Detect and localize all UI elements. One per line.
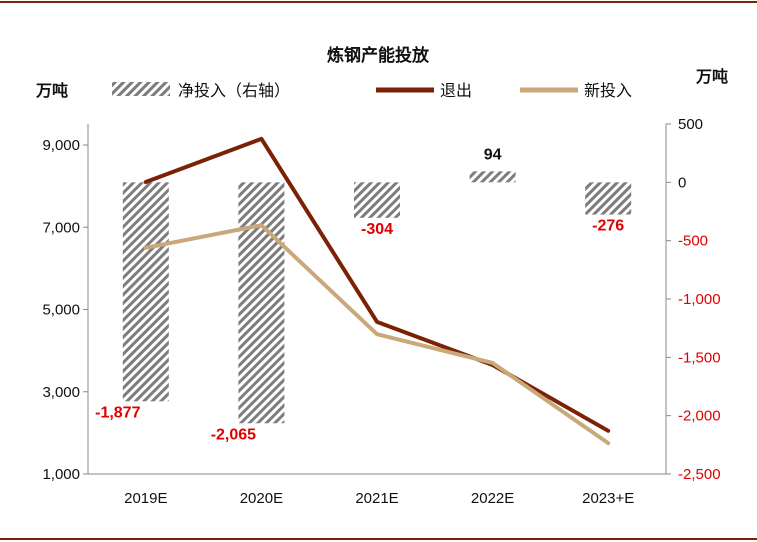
right-axis-ticks: 500 0 -500 -1,000 -1,500 -2,000 -2,500: [666, 116, 721, 483]
bar-data-label: -304: [361, 221, 393, 238]
x-axis-ticks: 2019E 2020E 2021E 2022E 2023+E: [124, 490, 634, 507]
left-axis-unit: 万吨: [35, 81, 68, 100]
x-tick-label: 2022E: [471, 490, 514, 507]
left-tick-label: 9,000: [42, 137, 80, 154]
legend: 净投入（右轴） 退出 新投入: [112, 81, 632, 100]
bar-data-label: -276: [592, 218, 624, 235]
x-tick-label: 2021E: [355, 490, 398, 507]
left-tick-label: 7,000: [42, 219, 80, 236]
bar-data-label: 94: [484, 146, 502, 163]
x-tick-label: 2023+E: [582, 490, 634, 507]
legend-label-new: 新投入: [584, 81, 632, 100]
left-tick-label: 1,000: [42, 466, 80, 483]
right-tick-label: -2,500: [678, 466, 721, 483]
bar-data-labels: -1,877 -2,065 -304 94 -276: [95, 146, 624, 443]
exit-line: [143, 136, 611, 433]
net-bars: [122, 171, 632, 424]
net-bar: [469, 171, 516, 183]
bar-data-label: -2,065: [211, 426, 256, 443]
legend-label-net: 净投入（右轴）: [178, 81, 290, 100]
legend-label-exit: 退出: [440, 81, 472, 100]
bar-data-label: -1,877: [95, 404, 140, 421]
right-tick-label: -500: [678, 233, 708, 250]
right-tick-label: 500: [678, 116, 703, 133]
net-bar: [122, 182, 169, 402]
left-axis-ticks: 9,000 7,000 5,000 3,000 1,000: [42, 137, 88, 483]
right-tick-label: -2,000: [678, 408, 721, 425]
new-line: [143, 223, 611, 446]
right-axis-unit: 万吨: [695, 67, 728, 86]
left-tick-label: 3,000: [42, 384, 80, 401]
left-tick-label: 5,000: [42, 302, 80, 319]
line-series: [143, 136, 611, 446]
legend-swatch-net: [112, 82, 170, 96]
right-tick-label: 0: [678, 174, 686, 191]
chart-title: 炼钢产能投放: [327, 45, 430, 66]
right-tick-label: -1,500: [678, 349, 721, 366]
net-bar: [354, 182, 400, 218]
net-bar: [585, 182, 632, 215]
right-tick-label: -1,000: [678, 291, 721, 308]
x-tick-label: 2020E: [240, 490, 283, 507]
net-bar: [238, 182, 285, 424]
x-tick-label: 2019E: [124, 490, 167, 507]
